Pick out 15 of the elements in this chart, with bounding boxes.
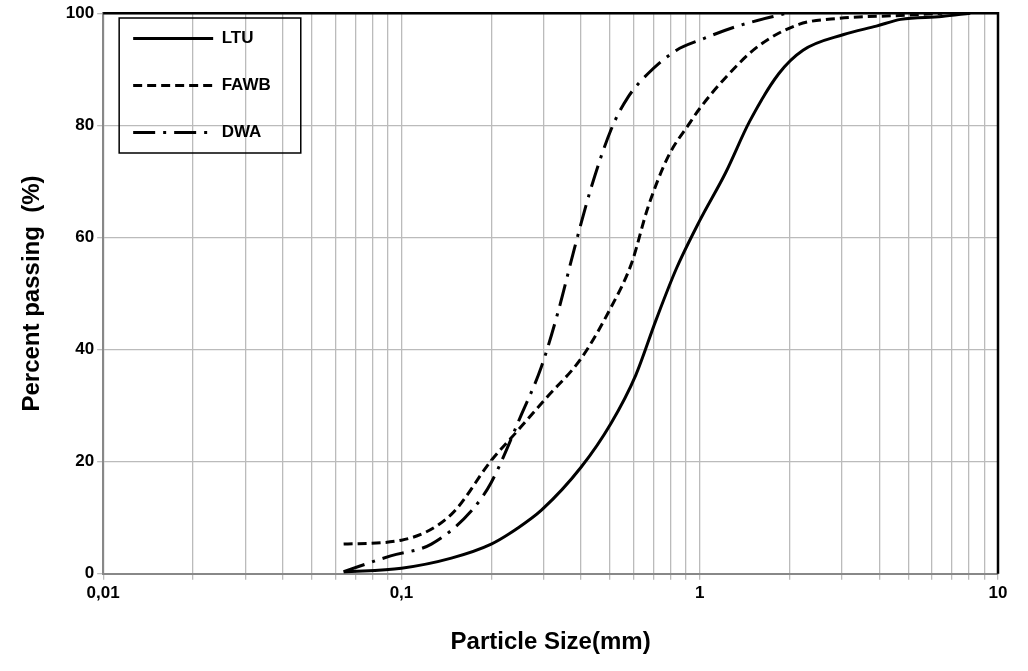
legend-label: FAWB [221,75,271,95]
x-tick-label: 0,1 [389,582,414,602]
y-tick-label: 60 [75,227,95,247]
legend-label: DWA [221,122,262,142]
x-axis-title: Particle Size(mm) [450,627,651,655]
x-tick-label: 10 [988,582,1008,602]
y-tick-label: 80 [75,115,95,135]
y-tick-label: 40 [75,339,95,359]
y-axis-title: Percent passing (%) [17,175,45,412]
y-tick-label: 100 [65,2,95,22]
y-tick-label: 20 [75,451,95,471]
legend-label: LTU [221,28,254,48]
x-tick-label: 0,01 [86,582,120,602]
x-tick-label: 1 [694,582,705,602]
y-tick-label: 0 [84,563,95,583]
